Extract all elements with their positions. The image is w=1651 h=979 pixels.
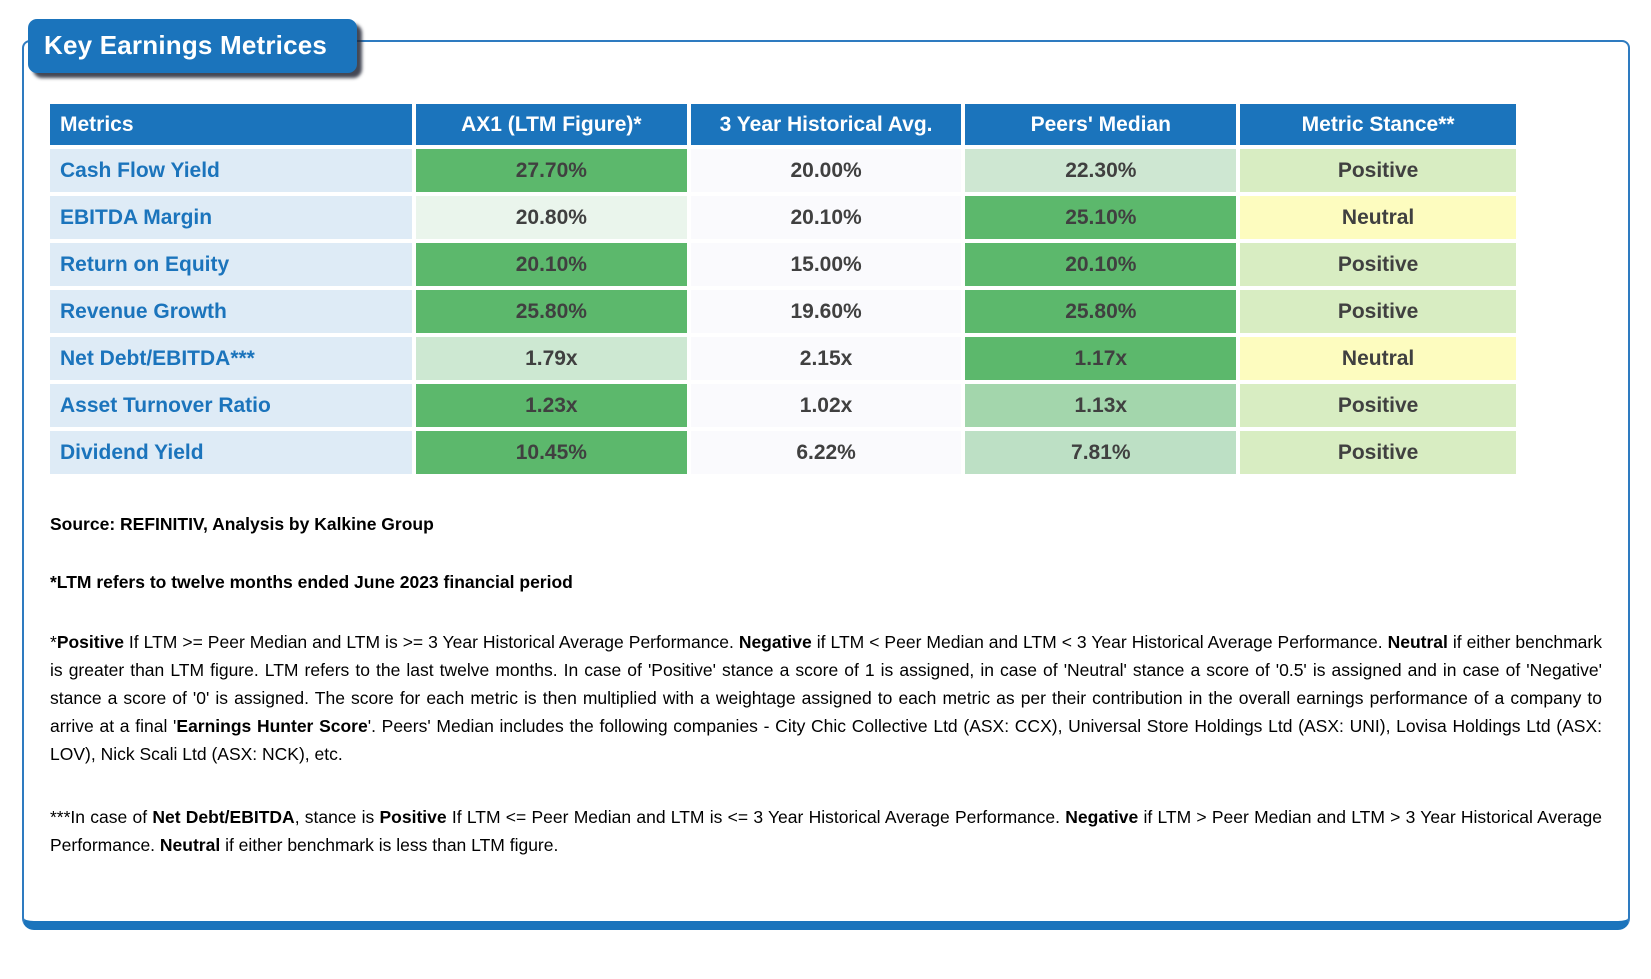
note-text-segment: '. Peers' Median includes the following …: [50, 716, 1603, 764]
note-text-segment: Positive: [56, 632, 124, 652]
header-metrics: Metrics: [50, 104, 412, 145]
metric-name-cell: EBITDA Margin: [50, 196, 412, 239]
ltm-value-cell: 1.79x: [415, 337, 687, 380]
stance-cell: Positive: [1240, 384, 1516, 427]
hist-avg-cell: 6.22%: [690, 431, 962, 474]
metric-name-cell: Dividend Yield: [50, 431, 412, 474]
peers-median-cell: 7.81%: [965, 431, 1237, 474]
ltm-value-cell: 25.80%: [415, 290, 687, 333]
table-row: Revenue Growth 25.80% 19.60% 25.80% Posi…: [50, 290, 1516, 333]
table-row: Return on Equity 20.10% 15.00% 20.10% Po…: [50, 243, 1516, 286]
header-3yr-historical-avg: 3 Year Historical Avg.: [690, 104, 962, 145]
header-ltm-figure: AX1 (LTM Figure)*: [415, 104, 687, 145]
stance-cell: Neutral: [1240, 196, 1516, 239]
ltm-value-cell: 20.80%: [415, 196, 687, 239]
hist-avg-cell: 2.15x: [690, 337, 962, 380]
note-text-segment: Negative: [738, 632, 812, 652]
title-tab: Key Earnings Metrices: [28, 19, 358, 73]
peers-median-cell: 22.30%: [965, 149, 1237, 192]
footnotes: Source: REFINITIV, Analysis by Kalkine G…: [50, 514, 1602, 859]
hist-avg-cell: 20.10%: [690, 196, 962, 239]
page-title: Key Earnings Metrices: [44, 30, 328, 60]
peers-median-cell: 25.10%: [965, 196, 1237, 239]
peers-median-cell: 25.80%: [965, 290, 1237, 333]
note-text-segment: if LTM < Peer Median and LTM < 3 Year Hi…: [811, 632, 1388, 652]
ltm-value-cell: 1.23x: [415, 384, 687, 427]
table-row: Net Debt/EBITDA*** 1.79x 2.15x 1.17x Neu…: [50, 337, 1516, 380]
ltm-value-cell: 10.45%: [415, 431, 687, 474]
table-header-row: Metrics AX1 (LTM Figure)* 3 Year Histori…: [50, 104, 1516, 145]
table-row: Asset Turnover Ratio 1.23x 1.02x 1.13x P…: [50, 384, 1516, 427]
note-text-segment: *: [50, 632, 57, 652]
header-metric-stance: Metric Stance**: [1240, 104, 1516, 145]
report-card: Key Earnings Metrices Metrics AX1 (LTM F…: [22, 19, 1630, 930]
stance-cell: Positive: [1240, 149, 1516, 192]
hist-avg-cell: 15.00%: [690, 243, 962, 286]
metric-name-cell: Asset Turnover Ratio: [50, 384, 412, 427]
peers-median-cell: 1.13x: [965, 384, 1237, 427]
hist-avg-cell: 1.02x: [690, 384, 962, 427]
metric-name-cell: Return on Equity: [50, 243, 412, 286]
source-note: Source: REFINITIV, Analysis by Kalkine G…: [50, 514, 434, 534]
table-row: Cash Flow Yield 27.70% 20.00% 22.30% Pos…: [50, 149, 1516, 192]
note-text-segment: If LTM <= Peer Median and LTM is <= 3 Ye…: [446, 807, 1066, 827]
note-text-segment: Neutral: [1387, 632, 1448, 652]
peers-median-cell: 20.10%: [965, 243, 1237, 286]
note-text-segment: Earnings Hunter Score: [176, 716, 368, 736]
stance-cell: Positive: [1240, 243, 1516, 286]
stance-cell: Positive: [1240, 290, 1516, 333]
note-text-segment: if either benchmark is greater than LTM …: [50, 632, 1602, 736]
ltm-value-cell: 27.70%: [415, 149, 687, 192]
hist-avg-cell: 19.60%: [690, 290, 962, 333]
note-text-segment: Net Debt/EBITDA: [152, 807, 295, 827]
metric-name-cell: Revenue Growth: [50, 290, 412, 333]
ltm-footnote: *LTM refers to twelve months ended June …: [50, 572, 573, 592]
stance-cell: Positive: [1240, 431, 1516, 474]
ltm-value-cell: 20.10%: [415, 243, 687, 286]
peers-median-cell: 1.17x: [965, 337, 1237, 380]
metric-name-cell: Net Debt/EBITDA***: [50, 337, 412, 380]
stance-methodology-note: *Positive If LTM >= Peer Median and LTM …: [50, 628, 1602, 768]
note-text-segment: Negative: [1065, 807, 1139, 827]
note-text-segment: Positive: [379, 807, 447, 827]
table-row: EBITDA Margin 20.80% 20.10% 25.10% Neutr…: [50, 196, 1516, 239]
hist-avg-cell: 20.00%: [690, 149, 962, 192]
key-earnings-metrics-table: Metrics AX1 (LTM Figure)* 3 Year Histori…: [46, 100, 1520, 478]
note-text-segment: , stance is: [294, 807, 380, 827]
table-row: Dividend Yield 10.45% 6.22% 7.81% Positi…: [50, 431, 1516, 474]
stance-cell: Neutral: [1240, 337, 1516, 380]
note-text-segment: If LTM >= Peer Median and LTM is >= 3 Ye…: [123, 632, 739, 652]
note-text-segment: if either benchmark is less than LTM fig…: [220, 835, 559, 855]
netdebt-methodology-note: ***In case of Net Debt/EBITDA, stance is…: [50, 803, 1602, 859]
note-text-segment: Neutral: [159, 835, 221, 855]
header-peers-median: Peers' Median: [965, 104, 1237, 145]
note-text-segment: ***In case of: [50, 807, 153, 827]
note-text-segment: if LTM > Peer Median and LTM > 3 Year Hi…: [50, 807, 1603, 855]
metric-name-cell: Cash Flow Yield: [50, 149, 412, 192]
